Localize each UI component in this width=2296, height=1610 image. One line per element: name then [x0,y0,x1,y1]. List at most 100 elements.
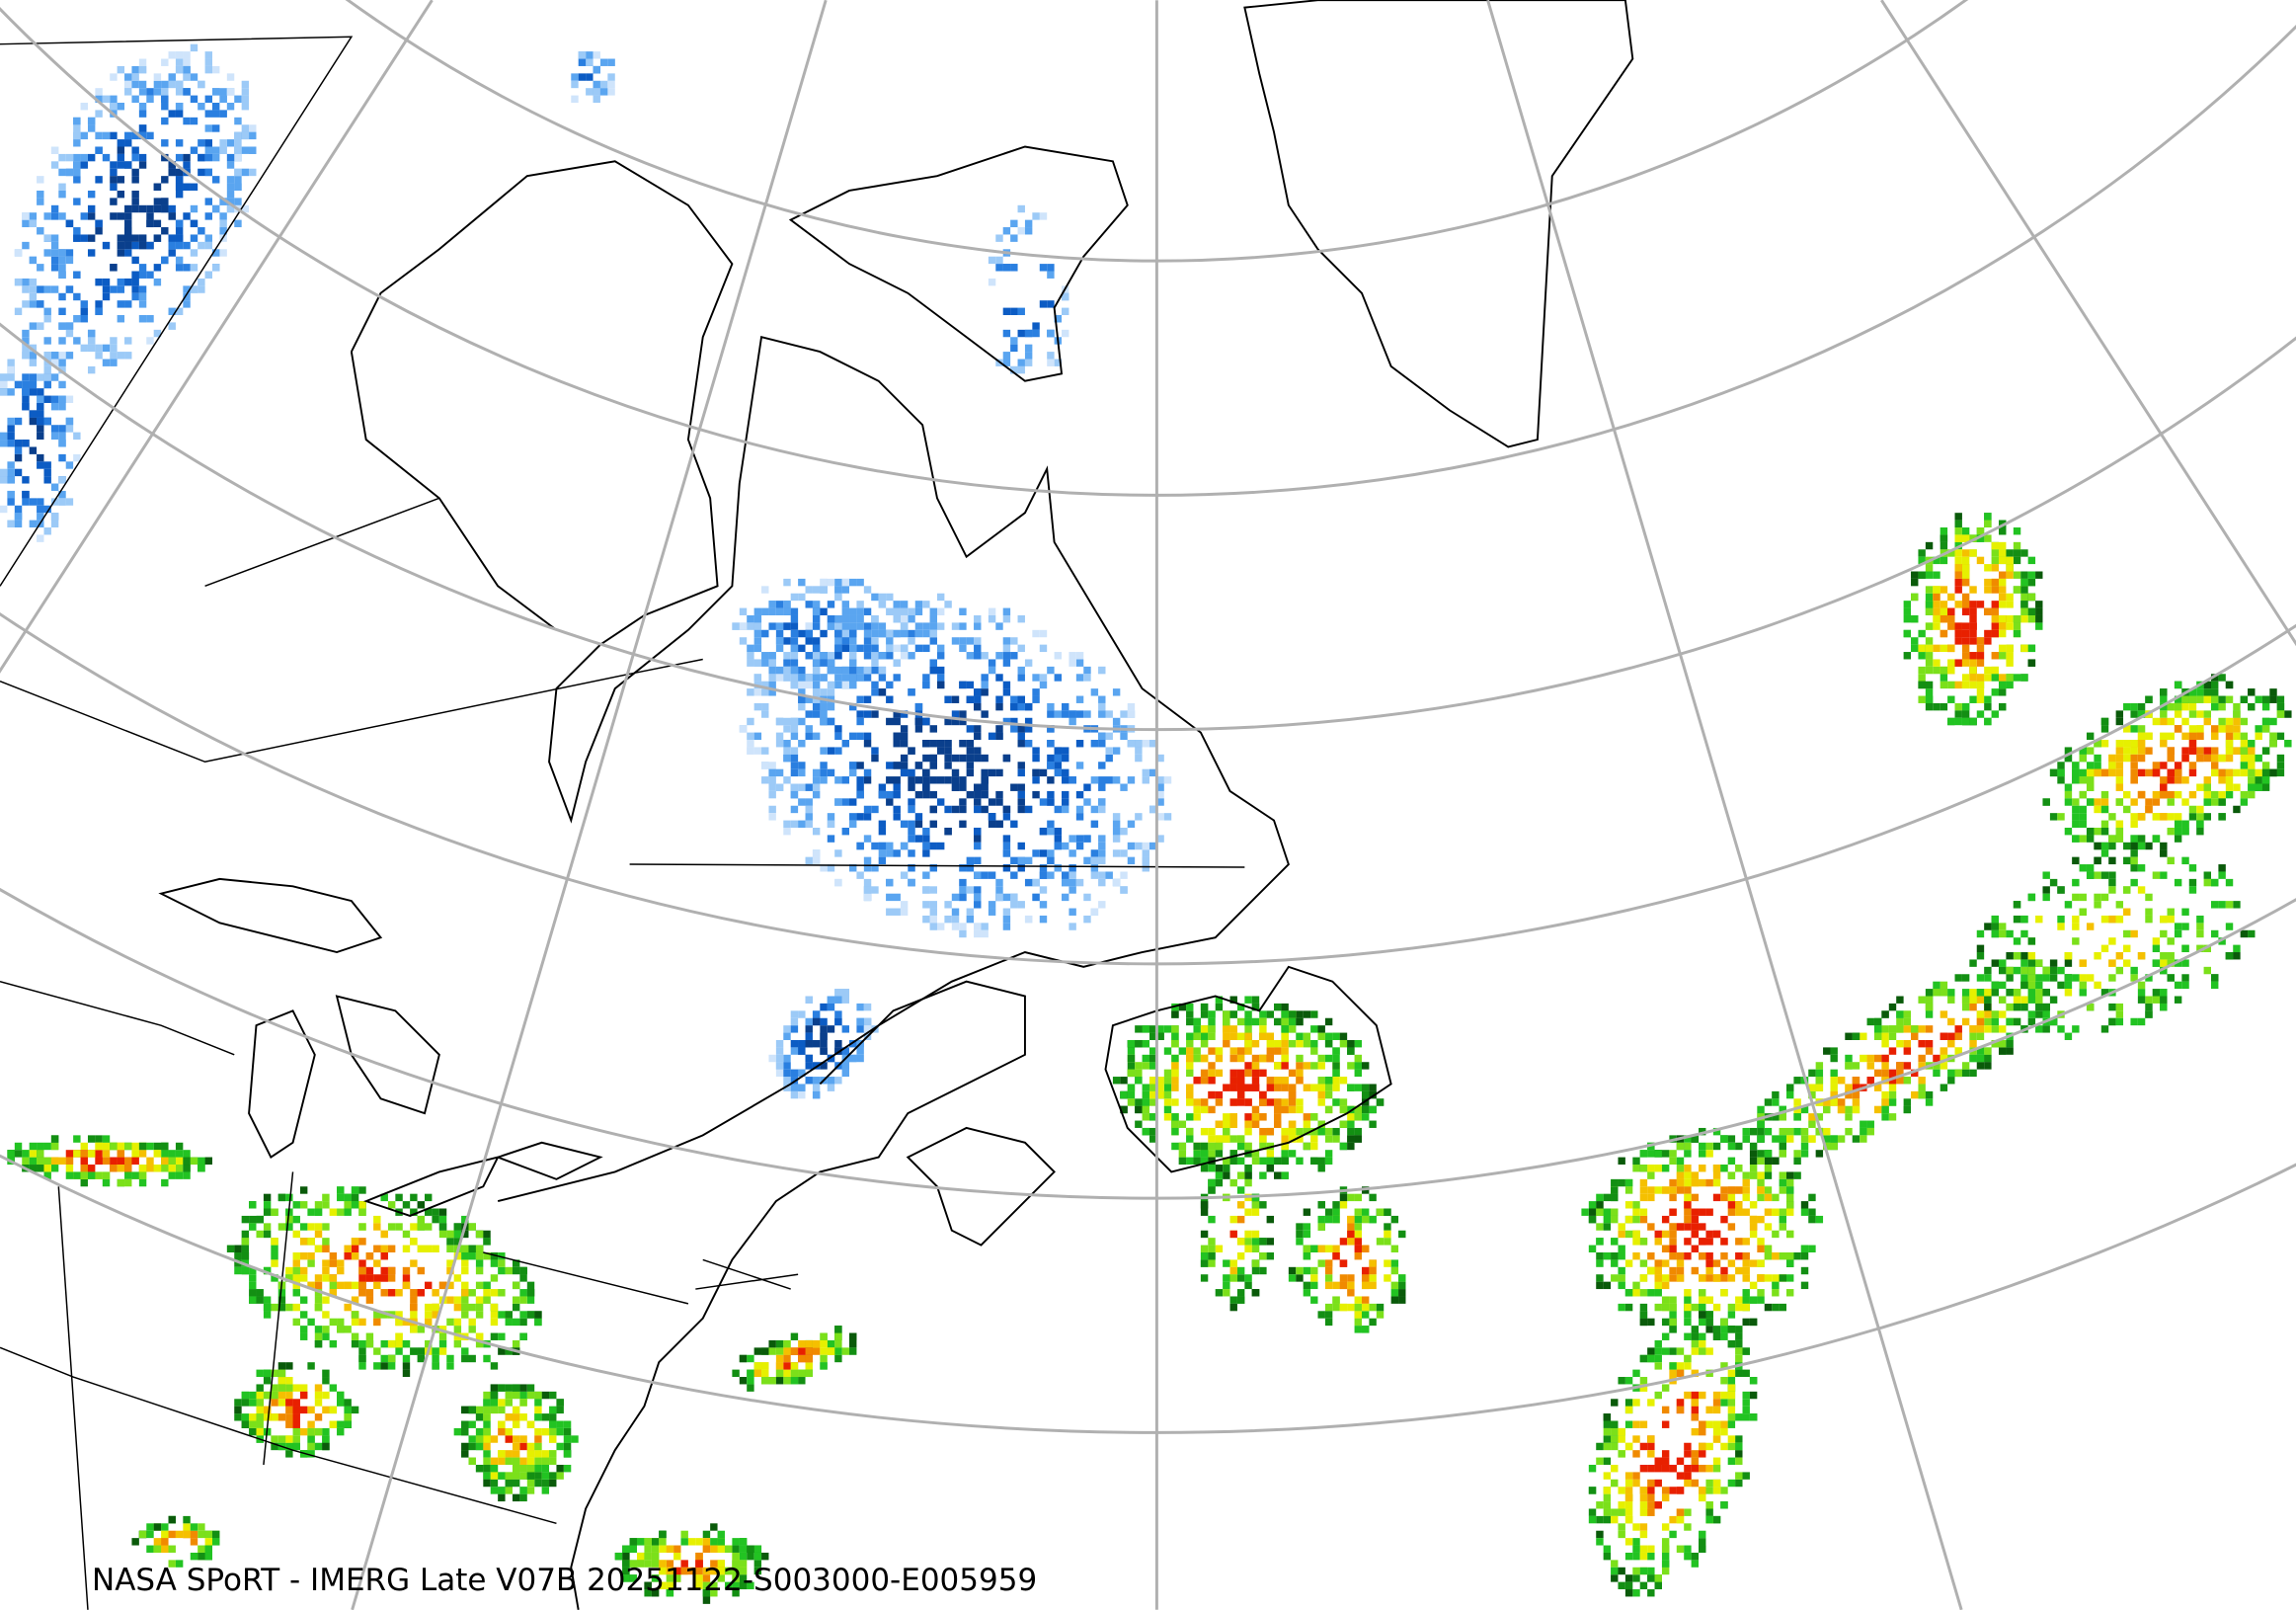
precip-pixel [1918,674,1926,682]
precip-pixel [981,923,989,930]
precip-pixel [1624,1406,1633,1414]
precip-pixel [1354,1296,1362,1304]
precip-pixel [14,513,23,521]
precip-pixel [798,578,806,587]
precip-pixel [1324,1215,1333,1224]
precip-pixel [790,1010,799,1018]
precip-pixel [1639,1508,1648,1516]
precip-pixel [124,219,132,228]
precip-pixel [1274,1113,1282,1121]
precip-pixel [2261,747,2270,755]
precip-pixel [1727,1457,1736,1465]
precip-pixel [871,688,879,696]
precip-pixel [80,1178,88,1187]
precip-pixel [2130,740,2138,748]
precip-pixel [7,476,15,484]
precip-pixel [1281,1062,1289,1070]
precip-pixel [1903,1025,1912,1033]
precip-pixel [747,622,754,630]
precip-pixel [2013,952,2021,960]
precip-pixel [2027,659,2036,667]
precip-pixel [1215,1171,1224,1179]
precip-pixel [1699,1238,1706,1246]
precip-pixel [1896,1017,1904,1026]
precip-pixel [959,923,967,930]
precip-pixel [1933,607,1940,615]
precip-pixel [1244,1142,1252,1151]
precip-pixel [1976,974,1985,982]
precip-pixel [73,1135,81,1143]
precip-pixel [1933,989,1940,997]
precip-pixel [834,593,842,602]
precip-pixel [29,344,38,353]
precip-pixel [2130,813,2138,821]
precip-pixel [1017,798,1025,806]
precip-pixel [124,88,132,96]
precip-pixel [775,644,784,653]
precip-pixel [1083,893,1091,902]
precip-pixel [204,168,213,177]
precip-pixel [966,747,975,755]
precip-pixel [50,402,59,411]
precip-pixel [2130,725,2138,733]
precip-pixel [102,278,111,286]
precip-pixel [1720,1332,1728,1340]
precip-pixel [1961,1062,1970,1070]
precip-pixel [43,395,51,403]
precip-pixel [805,681,813,689]
precip-pixel [1639,1289,1648,1297]
precip-pixel [1639,1150,1648,1158]
precip-pixel [1720,1289,1728,1297]
precip-pixel [2013,674,2021,682]
precip-pixel [1639,1530,1648,1539]
precip-pixel [2261,776,2270,784]
precip-pixel [2181,732,2189,741]
precip-pixel [1024,725,1033,733]
precip-pixel [959,776,967,784]
precip-pixel [2006,571,2014,579]
precip-pixel [1251,1062,1260,1070]
precip-pixel [1361,1311,1370,1319]
precip-pixel [2240,798,2249,806]
precip-pixel [1611,1464,1619,1473]
precip-pixel [2020,549,2028,557]
precip-pixel [929,842,937,850]
precip-pixel [1691,1560,1700,1568]
precip-pixel [1361,1326,1370,1333]
precip-pixel [2160,688,2168,696]
precip-pixel [1954,586,1962,594]
precip-pixel [1163,1105,1172,1114]
precip-pixel [922,674,930,682]
precip-pixel [22,329,30,338]
precip-pixel [1669,1274,1677,1282]
precip-pixel [1354,1105,1362,1114]
precip-pixel [2276,732,2285,741]
precip-pixel [161,1157,169,1166]
precip-pixel [2248,754,2256,763]
precip-pixel [2035,974,2043,982]
precip-pixel [834,1077,842,1085]
precip-pixel [1332,1127,1340,1136]
precip-pixel [1676,1165,1685,1172]
precip-pixel [761,710,769,718]
precip-pixel [124,352,132,360]
precip-pixel [50,204,59,213]
precip-pixel [198,1165,205,1172]
precip-pixel [1984,520,1992,528]
precip-pixel [1376,1098,1385,1106]
precip-pixel [1647,1266,1655,1275]
precip-pixel [1954,974,1962,982]
precip-pixel [1288,1105,1297,1114]
precip-pixel [2006,622,2014,630]
precip-pixel [1024,227,1033,235]
precip-pixel [1779,1208,1786,1216]
precip-pixel [886,607,894,615]
precip-pixel [893,762,901,769]
precip-pixel [878,856,887,865]
precip-pixel [198,80,205,89]
precip-pixel [1200,1025,1209,1033]
precip-pixel [37,410,44,418]
precip-pixel [1120,732,1128,741]
precip-pixel [2196,725,2204,733]
precip-pixel [22,1157,30,1166]
